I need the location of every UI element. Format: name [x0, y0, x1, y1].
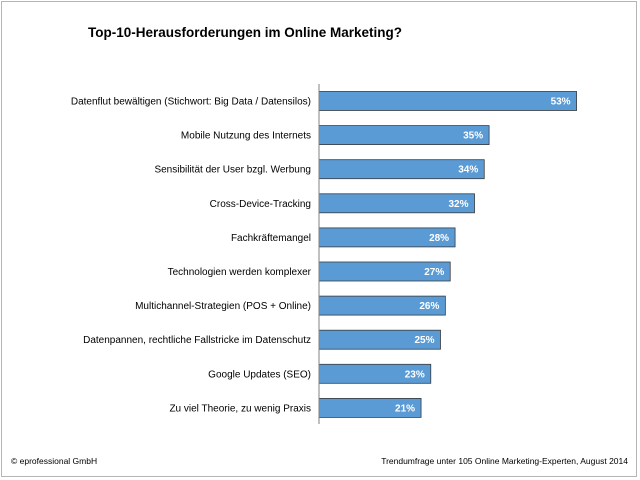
category-label-9: Google Updates (SEO) [208, 369, 311, 380]
category-label-10: Zu viel Theorie, zu wenig Praxis [169, 403, 311, 414]
value-label-9: 23% [405, 369, 425, 380]
value-label-7: 26% [419, 301, 439, 312]
bar-1 [318, 91, 577, 111]
bars-group [318, 91, 577, 418]
chart-title: Top-10-Herausforderungen im Online Marke… [88, 25, 403, 40]
category-labels: Datenflut bewältigen (Stichwort: Big Dat… [71, 97, 312, 415]
category-label-1: Datenflut bewältigen (Stichwort: Big Dat… [71, 97, 311, 108]
value-label-5: 28% [429, 233, 449, 244]
value-label-2: 35% [463, 131, 483, 142]
value-label-6: 27% [424, 267, 444, 278]
value-label-4: 32% [449, 199, 469, 210]
value-label-1: 53% [551, 97, 571, 108]
category-label-7: Multichannel-Strategien (POS + Online) [135, 301, 311, 312]
value-label-3: 34% [458, 165, 478, 176]
copyright-footer: © eprofessional GmbH [11, 456, 98, 466]
category-label-2: Mobile Nutzung des Internets [181, 131, 311, 142]
value-labels: 53% 35% 34% 32% 28% 27% 26% 25% 23% 21% [395, 97, 571, 415]
source-footer: Trendumfrage unter 105 Online Marketing-… [381, 456, 628, 466]
category-label-3: Sensibilität der User bzgl. Werbung [154, 165, 311, 176]
category-label-8: Datenpannen, rechtliche Fallstricke im D… [83, 335, 311, 346]
category-label-4: Cross-Device-Tracking [210, 199, 311, 210]
value-label-8: 25% [414, 335, 434, 346]
value-label-10: 21% [395, 403, 415, 414]
category-label-6: Technologien werden komplexer [168, 267, 312, 278]
category-label-5: Fachkräftemangel [231, 233, 311, 244]
